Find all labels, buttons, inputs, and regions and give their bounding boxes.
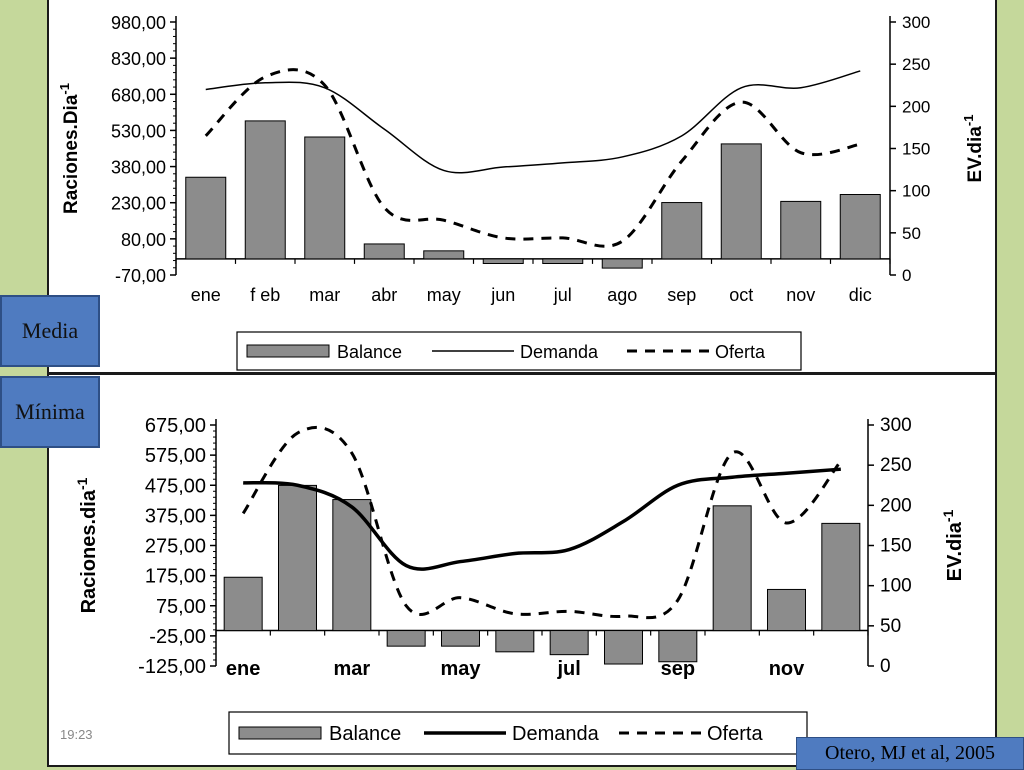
bar-balance-7	[601, 258, 643, 269]
x-tick-label: f eb	[250, 285, 280, 305]
chart-panel-media: 980,00 830,00 680,00 530,00 380,00 230,00 80,0…	[47, 0, 997, 374]
bar-balance-6	[549, 630, 589, 656]
y-tick-label-left: 375,00	[145, 505, 206, 527]
x-tick-label: nov	[769, 658, 805, 680]
line-demanda	[205, 70, 861, 174]
legend-label-oferta: Oferta	[707, 723, 763, 745]
chart-panel-minima: 675,00 575,00 475,00 375,00 275,00 175,00 75,0…	[47, 373, 997, 767]
bar-balance-7	[604, 630, 643, 665]
bar-balance-4	[441, 630, 480, 647]
legend-label-oferta: Oferta	[715, 342, 766, 362]
y-tick-label-right: 200	[880, 495, 912, 516]
y-tick-label-left: 175,00	[145, 566, 206, 588]
y-axis-title-left: Raciones.dia-1	[74, 477, 100, 613]
y-tick-label-left: 230,00	[111, 194, 166, 214]
media-tag[interactable]: Media	[0, 295, 100, 367]
y-tick-label-right: 200	[902, 97, 930, 116]
y-tick-label-right: 300	[902, 13, 930, 32]
y-tick-label-left: 680,00	[111, 85, 166, 105]
bar-balance-10	[767, 588, 806, 632]
y-tick-label-left: 475,00	[145, 475, 206, 497]
y-tick-label-left: 980,00	[111, 13, 166, 33]
y-tick-label-right: 250	[880, 455, 912, 476]
y-tick-label-right: 100	[880, 576, 912, 597]
bar-balance-5	[482, 258, 524, 264]
y-tick-label-left: 575,00	[145, 445, 206, 467]
bar-balance-2	[304, 136, 346, 260]
legend-label-demanda: Demanda	[512, 723, 600, 745]
bar-balance-5	[495, 630, 535, 653]
y-tick-label-left: 80,00	[121, 230, 166, 250]
y-axis-title-left: Raciones.Dia-1	[57, 83, 82, 214]
y-tick-label-left: 275,00	[145, 536, 206, 558]
bar-balance-8	[661, 202, 703, 260]
legend-box	[228, 711, 808, 755]
bar-balance-3	[363, 243, 405, 260]
x-tick-label: may	[440, 658, 481, 680]
citation: Otero, MJ et al, 2005	[796, 737, 1024, 770]
x-tick-label: mar	[333, 658, 370, 680]
y-tick-label-right: 250	[902, 55, 930, 74]
x-tick-label: mar	[309, 285, 340, 305]
y-tick-label-left: 830,00	[111, 49, 166, 69]
x-tick-label: ene	[191, 285, 221, 305]
y-tick-label-right: 0	[902, 266, 911, 285]
y-tick-label-right: 50	[880, 616, 901, 637]
bar-balance-11	[839, 194, 881, 260]
y-tick-label-right: 150	[902, 140, 930, 159]
x-tick-label: jul	[556, 658, 580, 680]
x-tick-label: oct	[729, 285, 753, 305]
y-tick-label-left: 530,00	[111, 121, 166, 141]
legend-swatch-balance	[246, 344, 330, 358]
chart-minima: 675,00 575,00 475,00 375,00 275,00 175,00 75,0…	[74, 415, 966, 755]
bar-balance-11	[821, 522, 861, 632]
y-tick-label-left: 380,00	[111, 158, 166, 178]
legend-swatch-balance	[238, 726, 322, 740]
x-tick-label: sep	[667, 285, 696, 305]
x-tick-label: dic	[849, 285, 872, 305]
legend-label-balance: Balance	[337, 342, 402, 362]
y-tick-label-right: 100	[902, 182, 930, 201]
bar-balance-9	[712, 505, 752, 632]
bar-balance-8	[658, 630, 698, 663]
x-tick-label: ene	[226, 658, 260, 680]
x-tick-label: sep	[661, 658, 695, 680]
y-tick-label-left: -25,00	[149, 626, 206, 648]
y-tick-label-left: -70,00	[115, 266, 166, 286]
x-tick-label: abr	[371, 285, 397, 305]
y-axis-title-right: EV.dia-1	[961, 115, 986, 183]
bar-balance-1	[244, 120, 286, 260]
slide-time: 19:23	[60, 727, 93, 742]
minima-tag[interactable]: Mínima	[0, 376, 100, 448]
line-oferta	[204, 68, 861, 248]
y-tick-label-left: 75,00	[156, 596, 206, 618]
y-tick-label-right: 0	[880, 656, 891, 677]
x-tick-label: nov	[786, 285, 815, 305]
y-axis-title-right: EV.dia-1	[940, 509, 966, 581]
legend-label-balance: Balance	[329, 723, 401, 745]
bar-balance-4	[423, 250, 465, 260]
x-tick-label: jun	[490, 285, 515, 305]
x-tick-label: jul	[553, 285, 572, 305]
y-tick-label-left: -125,00	[138, 656, 206, 678]
bar-balance-10	[780, 200, 822, 260]
x-tick-label: ago	[607, 285, 637, 305]
bar-balance-3	[386, 630, 426, 647]
bar-balance-1	[278, 484, 317, 632]
line-oferta	[241, 425, 843, 620]
y-tick-label-right: 50	[902, 224, 921, 243]
line-demanda	[243, 467, 841, 571]
chart-media: 980,00 830,00 680,00 530,00 380,00 230,00 80,0…	[57, 13, 986, 371]
y-tick-label-left: 675,00	[145, 415, 206, 437]
bar-balance-0	[185, 176, 227, 260]
x-tick-label: may	[427, 285, 461, 305]
bar-balance-6	[542, 258, 584, 264]
y-tick-label-right: 300	[880, 415, 912, 436]
legend-label-demanda: Demanda	[520, 342, 599, 362]
y-tick-label-right: 150	[880, 536, 912, 557]
bar-balance-9	[720, 143, 762, 260]
bar-balance-0	[223, 576, 263, 632]
